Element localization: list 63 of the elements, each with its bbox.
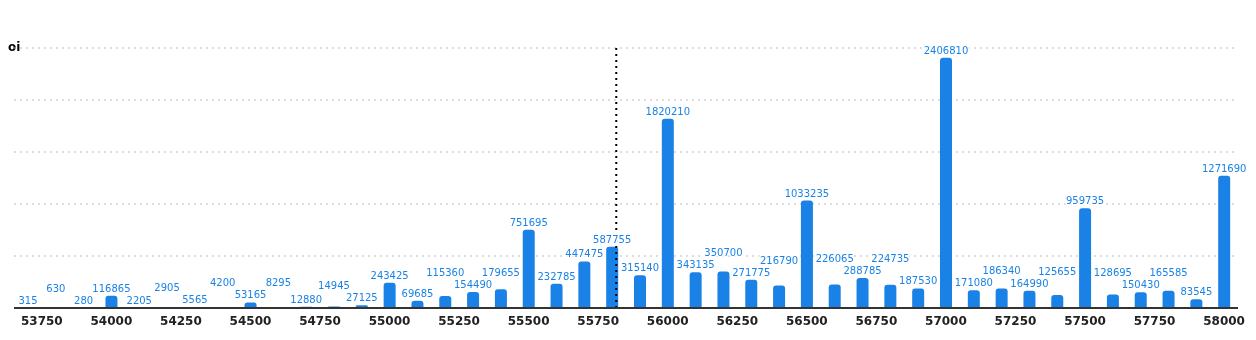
data-label: 1820210 <box>645 105 691 117</box>
x-tick-label: 56750 <box>855 313 898 328</box>
data-label: 115360 <box>426 266 465 278</box>
data-label: 959735 <box>1066 195 1105 207</box>
data-label: 2205 <box>126 294 152 306</box>
x-tick-label: 55000 <box>368 313 411 328</box>
data-label: 179655 <box>481 266 520 278</box>
y-axis-title: oi <box>8 40 21 54</box>
x-tick-label: 54250 <box>160 313 202 328</box>
data-label: 165585 <box>1149 267 1188 279</box>
x-tick-label: 56500 <box>785 313 828 328</box>
data-label: 243425 <box>370 269 409 281</box>
data-label: 315140 <box>620 262 660 274</box>
x-tick-label: 54500 <box>229 313 272 328</box>
x-tick-label: 57500 <box>1064 313 1106 328</box>
x-tick-label: 57000 <box>925 313 967 328</box>
data-label: 1033235 <box>784 187 830 199</box>
data-label: 224735 <box>871 252 910 264</box>
data-label: 2406810 <box>923 44 969 56</box>
x-tick-label: 55250 <box>438 313 480 328</box>
data-label: 343135 <box>676 259 715 271</box>
data-label: 27125 <box>345 292 378 304</box>
data-label: 53165 <box>234 289 267 301</box>
data-label: 187530 <box>899 275 938 287</box>
data-label: 226065 <box>815 252 854 264</box>
data-label: 2905 <box>154 282 180 294</box>
data-label: 14945 <box>318 280 350 292</box>
x-tick-label: 53750 <box>20 313 63 328</box>
x-tick-label: 54000 <box>90 313 133 328</box>
x-tick-label: 58000 <box>1203 313 1245 328</box>
data-label: 154490 <box>454 278 493 290</box>
data-label: 4200 <box>210 277 236 289</box>
data-label: 150430 <box>1121 279 1160 291</box>
x-tick-label: 55500 <box>507 313 550 328</box>
data-label: 350700 <box>704 247 743 259</box>
x-tick-label: 56000 <box>646 313 689 328</box>
data-label: 216790 <box>760 254 799 266</box>
data-label: 232785 <box>537 270 576 282</box>
data-label: 12880 <box>290 293 323 305</box>
data-label: 83545 <box>1180 286 1213 298</box>
data-label: 315 <box>18 294 38 306</box>
data-label: 447475 <box>565 248 604 260</box>
data-label: 1271690 <box>1201 162 1247 174</box>
data-label: 751695 <box>509 216 548 228</box>
x-tick-label: 54750 <box>299 313 341 328</box>
data-label: 128695 <box>1093 267 1132 279</box>
data-label: 271775 <box>732 266 771 278</box>
data-label: 288785 <box>843 264 882 276</box>
data-label: 630 <box>46 282 66 294</box>
x-tick-label: 57750 <box>1133 313 1176 328</box>
data-label: 186340 <box>982 265 1021 277</box>
x-tick-label: 56250 <box>716 313 759 328</box>
x-tick-label: 57250 <box>994 313 1037 328</box>
x-tick-label: 55750 <box>577 313 620 328</box>
data-label: 587755 <box>593 233 632 245</box>
data-label: 69685 <box>401 287 434 299</box>
data-label: 8295 <box>265 277 292 289</box>
data-label: 125655 <box>1038 265 1077 277</box>
data-label: 5565 <box>182 294 208 306</box>
data-label: 280 <box>74 294 94 306</box>
data-label: 116865 <box>92 282 131 294</box>
data-label: 164990 <box>1010 277 1049 289</box>
data-label: 171080 <box>954 277 993 289</box>
